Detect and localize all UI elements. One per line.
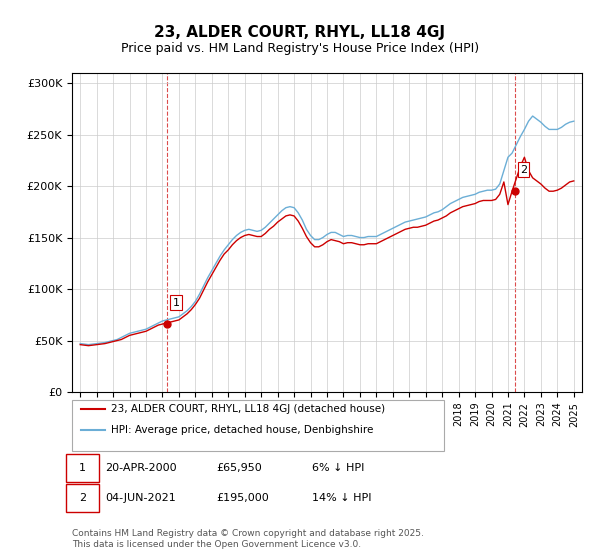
Text: 6% ↓ HPI: 6% ↓ HPI — [312, 463, 364, 473]
Text: HPI: Average price, detached house, Denbighshire: HPI: Average price, detached house, Denb… — [111, 425, 373, 435]
Text: Contains HM Land Registry data © Crown copyright and database right 2025.
This d: Contains HM Land Registry data © Crown c… — [72, 529, 424, 549]
Text: 14% ↓ HPI: 14% ↓ HPI — [312, 493, 371, 503]
Text: 2: 2 — [520, 165, 527, 175]
Text: 23, ALDER COURT, RHYL, LL18 4GJ (detached house): 23, ALDER COURT, RHYL, LL18 4GJ (detache… — [111, 404, 385, 414]
Text: 23, ALDER COURT, RHYL, LL18 4GJ: 23, ALDER COURT, RHYL, LL18 4GJ — [155, 25, 445, 40]
Text: 20-APR-2000: 20-APR-2000 — [105, 463, 176, 473]
Text: 2: 2 — [79, 493, 86, 503]
Text: 04-JUN-2021: 04-JUN-2021 — [105, 493, 176, 503]
Text: 1: 1 — [172, 297, 179, 307]
Text: Price paid vs. HM Land Registry's House Price Index (HPI): Price paid vs. HM Land Registry's House … — [121, 42, 479, 55]
Text: £195,000: £195,000 — [216, 493, 269, 503]
Text: 1: 1 — [79, 463, 86, 473]
Text: £65,950: £65,950 — [216, 463, 262, 473]
